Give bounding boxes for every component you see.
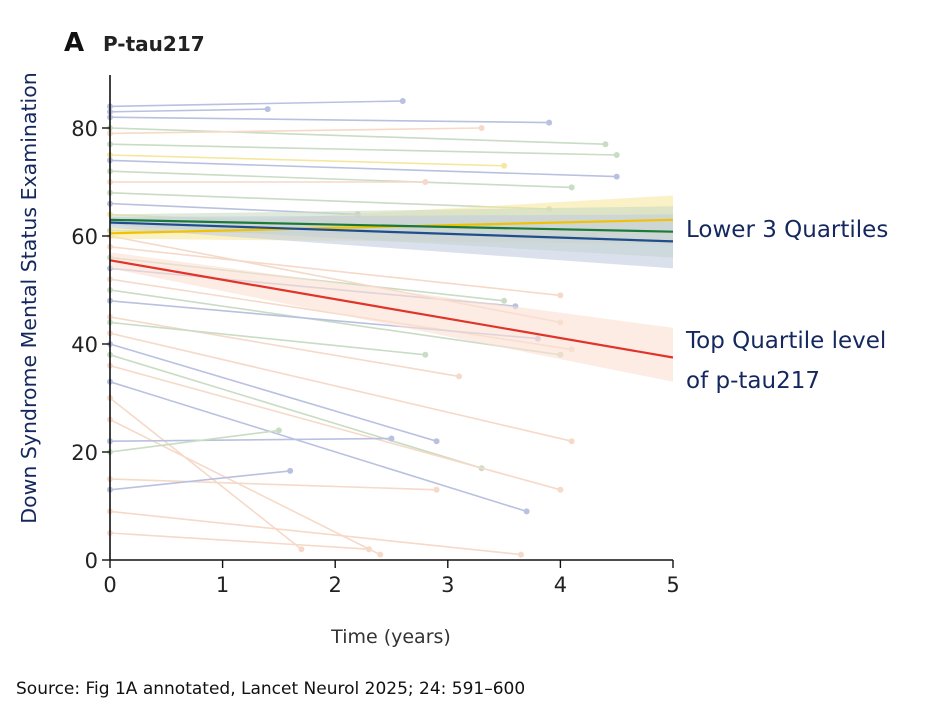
chart-title: P-tau217 bbox=[103, 32, 205, 56]
trajectory-point bbox=[613, 173, 620, 180]
trajectory-line bbox=[109, 159, 617, 178]
trajectory-point bbox=[298, 546, 305, 553]
trajectory-line bbox=[109, 246, 561, 297]
annotation-lower-quartiles: Lower 3 Quartiles bbox=[686, 217, 888, 243]
trajectory-line bbox=[109, 127, 482, 135]
trajectory-line bbox=[109, 289, 561, 356]
trajectory-point bbox=[399, 98, 406, 104]
panel-letter: A bbox=[64, 28, 84, 58]
trajectory-line bbox=[109, 470, 291, 491]
x-tick-label: 4 bbox=[554, 573, 567, 597]
fitted-line bbox=[109, 221, 674, 243]
confidence-band bbox=[110, 252, 673, 382]
trajectory-point bbox=[517, 551, 524, 558]
y-tick-label: 80 bbox=[71, 117, 98, 141]
trajectory-line bbox=[109, 418, 381, 556]
annotation-top-quartile-2: of p-tau217 bbox=[686, 368, 820, 394]
trajectory-point bbox=[422, 351, 429, 358]
fitted-lines bbox=[109, 218, 674, 359]
trajectory-line bbox=[109, 343, 437, 442]
trajectory-point bbox=[613, 152, 620, 158]
trajectory-point bbox=[478, 125, 485, 131]
trajectory-line bbox=[109, 510, 522, 556]
y-tick-label: 0 bbox=[85, 549, 98, 573]
trajectory-point bbox=[388, 435, 395, 442]
y-axis-label: Down Syndrome Mental Status Examination bbox=[17, 72, 41, 523]
fitted-line bbox=[109, 259, 674, 359]
trajectory-line bbox=[109, 170, 572, 189]
x-tick-label: 3 bbox=[441, 573, 454, 597]
trajectory-line bbox=[109, 192, 550, 210]
trajectory-line bbox=[109, 143, 617, 156]
x-tick-label: 2 bbox=[329, 573, 342, 597]
trajectory-line bbox=[109, 364, 561, 491]
trajectory-line bbox=[109, 381, 527, 513]
trajectory-point bbox=[523, 508, 530, 515]
trajectory-line bbox=[109, 127, 606, 145]
y-tick-label: 20 bbox=[71, 441, 98, 465]
trajectory-line bbox=[109, 100, 403, 108]
fitted-line bbox=[109, 218, 674, 233]
y-tick-label: 60 bbox=[71, 225, 98, 249]
x-tick-label: 1 bbox=[216, 573, 229, 597]
trajectory-point bbox=[433, 438, 440, 445]
trajectory-line bbox=[109, 316, 460, 378]
trajectory-line bbox=[109, 354, 482, 469]
trajectory-point bbox=[422, 179, 429, 185]
trajectory-point bbox=[501, 297, 508, 304]
trajectory-line bbox=[109, 108, 268, 113]
trajectory-point bbox=[275, 427, 282, 434]
x-tick-label: 0 bbox=[103, 573, 116, 597]
trajectory-line bbox=[109, 116, 550, 124]
trajectory-point bbox=[287, 467, 294, 474]
trajectory-point bbox=[568, 438, 575, 445]
x-tick-label: 5 bbox=[666, 573, 679, 597]
trajectory-point bbox=[602, 141, 609, 148]
trajectory-line bbox=[109, 429, 280, 453]
trajectory-line bbox=[109, 437, 392, 442]
x-axis-label: Time (years) bbox=[330, 626, 451, 648]
trajectory-point bbox=[546, 119, 553, 126]
trajectory-point bbox=[557, 292, 564, 299]
trajectory-point bbox=[377, 551, 384, 558]
trajectory-line bbox=[109, 321, 426, 356]
axes: 0 20 40 60 80 0 1 2 3 4 5 bbox=[71, 75, 680, 597]
y-tick-label: 40 bbox=[71, 333, 98, 357]
trajectory-line bbox=[109, 397, 302, 550]
trajectory-point bbox=[433, 486, 440, 493]
trajectory-point bbox=[264, 106, 271, 113]
trajectory-line bbox=[109, 532, 370, 550]
trajectory-line bbox=[109, 154, 505, 167]
annotation-top-quartile-1: Top Quartile level bbox=[685, 328, 886, 354]
trajectory-point bbox=[568, 184, 575, 191]
trajectory-point bbox=[501, 162, 508, 169]
trajectory-line bbox=[109, 332, 572, 442]
trajectory-point bbox=[365, 546, 372, 553]
trajectory-point bbox=[557, 486, 564, 493]
trajectory-line bbox=[109, 478, 437, 491]
source-note: Source: Fig 1A annotated, Lancet Neurol … bbox=[16, 679, 525, 699]
trajectory-point bbox=[456, 373, 463, 380]
